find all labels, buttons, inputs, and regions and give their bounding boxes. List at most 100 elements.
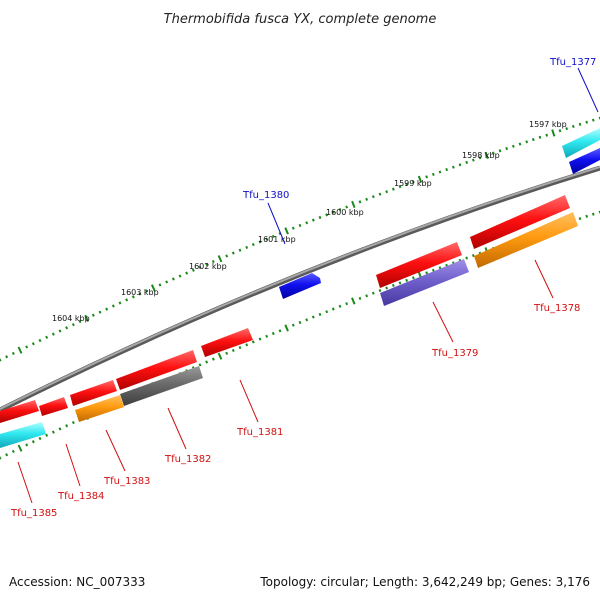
tick-label-1604: 1604 kbp (52, 314, 90, 323)
minor-tick (471, 158, 475, 162)
label-leaders (17, 67, 599, 504)
genome-stats-text: Topology: circular; Length: 3,642,249 bp… (259, 575, 590, 589)
minor-tick (578, 217, 582, 221)
minor-tick (378, 289, 382, 293)
minor-tick (438, 170, 442, 174)
minor-tick (78, 319, 82, 324)
gene-tfu-1384-red[interactable] (39, 397, 68, 416)
minor-tick (25, 345, 29, 349)
gene-tfu-1380-blue[interactable] (279, 273, 321, 299)
minor-tick (238, 248, 242, 252)
minor-tick (0, 358, 2, 362)
minor-tick (271, 331, 275, 336)
minor-tick (338, 304, 342, 308)
gene-label-tfu-1385[interactable]: Tfu_1385 (10, 508, 57, 519)
minor-tick (558, 129, 562, 133)
major-tick (17, 346, 23, 354)
minor-tick (591, 118, 595, 122)
gene-label-tfu-1380[interactable]: Tfu_1380 (242, 190, 289, 201)
minor-tick (158, 283, 162, 287)
minor-tick (265, 237, 269, 241)
minor-tick (478, 156, 482, 160)
minor-tick (411, 180, 415, 184)
minor-tick (71, 323, 75, 327)
minor-tick (325, 310, 329, 314)
minor-tick (411, 276, 415, 280)
minor-tick (271, 234, 275, 238)
minor-tick (365, 294, 369, 298)
major-tick (284, 324, 289, 332)
gene-features (0, 128, 600, 448)
outer-tick-track (0, 116, 600, 362)
minor-tick (245, 245, 249, 249)
gene-label-tfu-1381[interactable]: Tfu_1381 (236, 427, 283, 438)
minor-tick (505, 146, 509, 151)
gene-label-tfu-1384[interactable]: Tfu_1384 (57, 491, 104, 502)
gene-label-tfu-1379[interactable]: Tfu_1379 (431, 348, 478, 359)
minor-tick (345, 205, 349, 209)
gene-tfu-1382-red[interactable] (116, 350, 197, 390)
minor-tick (465, 256, 469, 260)
minor-tick (385, 190, 389, 194)
minor-tick (51, 332, 55, 336)
minor-tick (431, 172, 435, 176)
gene-tfu-1377-cyan[interactable] (562, 128, 600, 158)
minor-tick (111, 304, 115, 308)
minor-tick (531, 137, 535, 142)
minor-tick (31, 440, 35, 444)
gene-label-tfu-1378[interactable]: Tfu_1378 (533, 303, 580, 314)
minor-tick (471, 254, 475, 258)
minor-tick (198, 265, 202, 269)
minor-tick (371, 195, 375, 199)
minor-tick (365, 197, 369, 201)
minor-tick (545, 133, 549, 137)
minor-tick (491, 151, 495, 155)
minor-tick (371, 291, 375, 295)
minor-tick (105, 307, 109, 311)
minor-tick (198, 363, 202, 367)
minor-tick (398, 185, 402, 189)
major-tick (484, 151, 489, 160)
major-tick (150, 284, 156, 292)
gene-label-tfu-1377[interactable]: Tfu_1377 (549, 57, 596, 68)
minor-tick (498, 149, 502, 153)
gene-tfu-1379-purple[interactable] (380, 259, 469, 306)
gene-tfu-1379-red[interactable] (376, 242, 462, 288)
minor-tick (145, 289, 149, 293)
minor-tick (345, 302, 349, 306)
minor-tick (311, 315, 315, 319)
gene-tfu-1383-orange[interactable] (75, 395, 124, 422)
minor-tick (278, 329, 282, 333)
gene-tfu-1382-gray[interactable] (120, 366, 203, 406)
gene-label-tfu-1383[interactable]: Tfu_1383 (103, 476, 150, 487)
major-tick (351, 297, 356, 305)
minor-tick (118, 301, 122, 305)
tick-label-1601: 1601 kbp (258, 235, 296, 244)
major-tick (284, 227, 289, 235)
minor-tick (51, 430, 55, 434)
minor-tick (231, 348, 235, 352)
gene-tfu-1385-red[interactable] (0, 400, 39, 423)
gene-tfu-1385-cyan[interactable] (0, 422, 46, 448)
gene-tfu-1383-red[interactable] (70, 380, 117, 406)
gene-tfu-1378-red[interactable] (470, 195, 570, 249)
minor-tick (305, 221, 309, 225)
gene-tfu-1381-red[interactable] (201, 328, 253, 357)
gene-label-tfu-1382[interactable]: Tfu_1382 (164, 454, 211, 465)
minor-tick (265, 334, 269, 338)
major-tick (217, 352, 223, 360)
minor-tick (45, 335, 49, 339)
tick-label-1599: 1599 kbp (394, 179, 432, 188)
minor-tick (71, 420, 75, 425)
gene-tfu-1378-orange[interactable] (474, 212, 578, 268)
minor-tick (191, 268, 195, 272)
gene-tfu-1377-blue[interactable] (569, 148, 600, 174)
minor-tick (171, 277, 175, 281)
minor-tick (405, 278, 409, 282)
minor-tick (405, 182, 409, 186)
minor-tick (391, 283, 395, 288)
major-tick (84, 314, 90, 322)
minor-tick (211, 260, 215, 264)
tick-label-1600: 1600 kbp (326, 208, 364, 217)
